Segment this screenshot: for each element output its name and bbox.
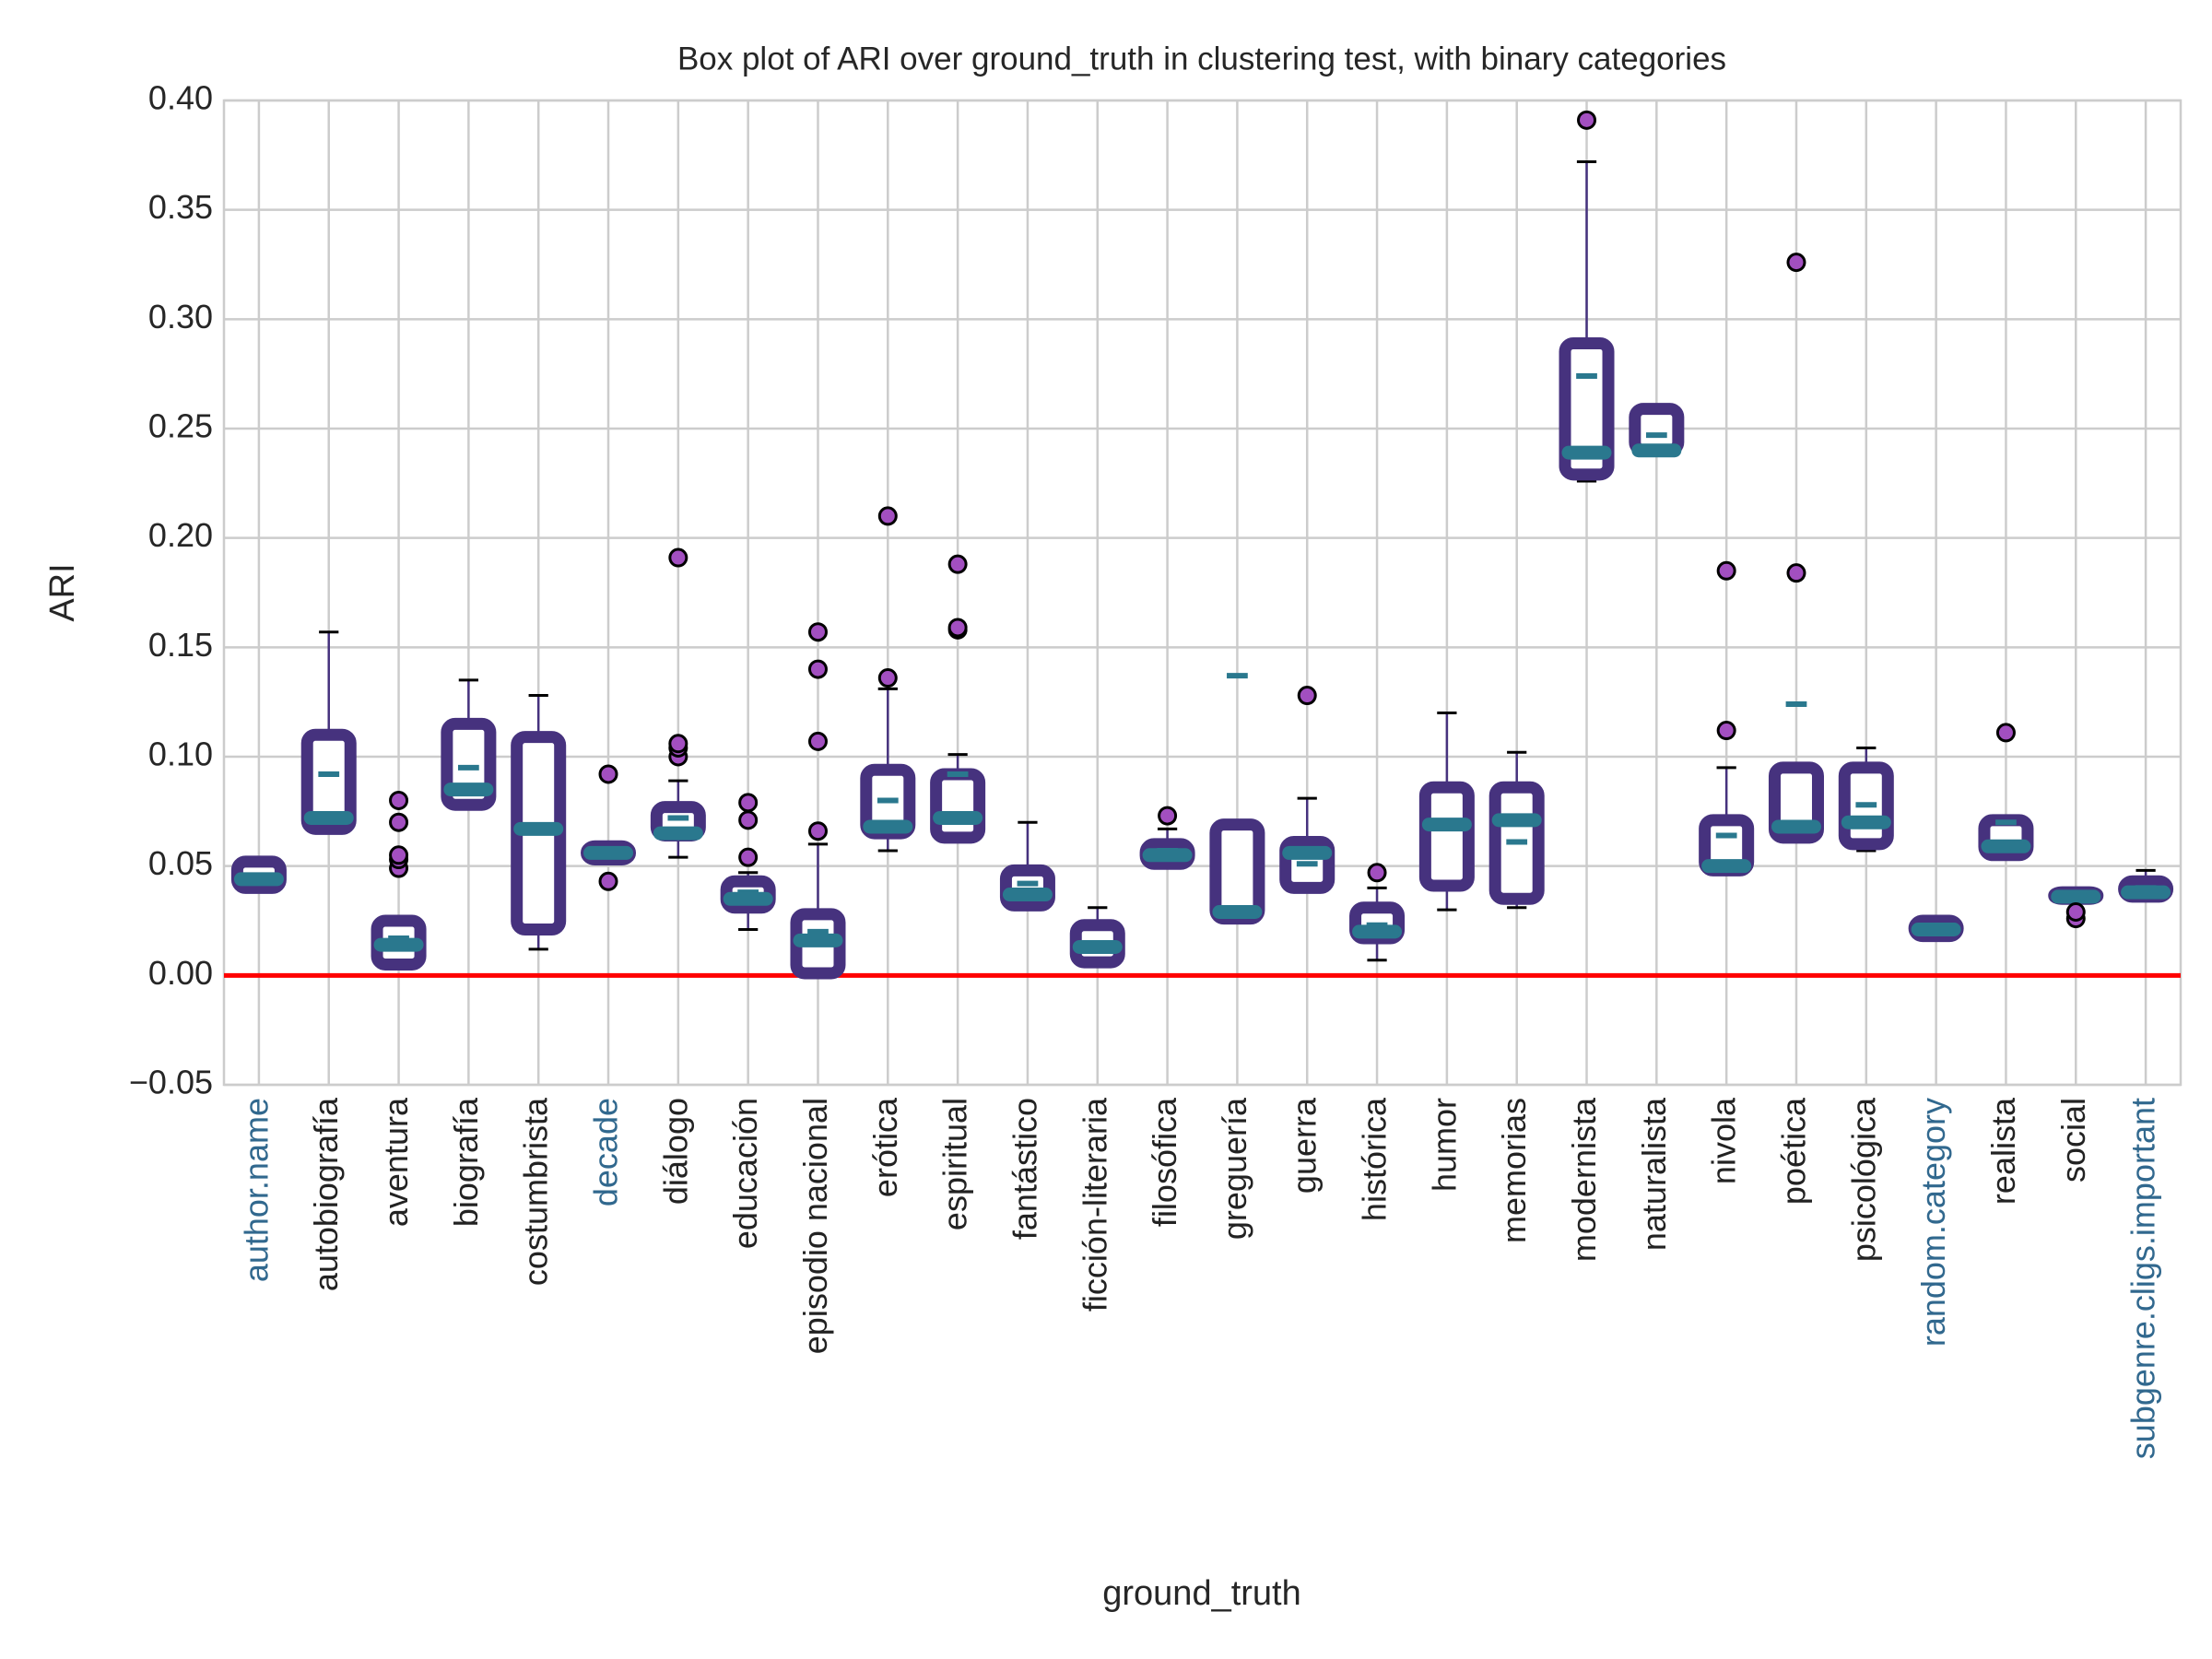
x-tick-label: diálogo: [656, 1098, 694, 1205]
flier: [389, 790, 409, 810]
x-tick-label: educación: [726, 1098, 764, 1249]
flier: [1158, 806, 1178, 826]
flier: [1786, 253, 1806, 273]
x-tick-label: aventura: [377, 1097, 415, 1227]
y-axis-label: ARI: [43, 563, 82, 621]
x-tick-label: filosófica: [1146, 1097, 1183, 1227]
y-tick-label: 0.15: [148, 626, 213, 664]
flier: [389, 845, 409, 865]
plot-frame: [222, 99, 2183, 1087]
flier: [807, 731, 828, 751]
flier: [1995, 723, 2016, 743]
x-tick-label: episodio nacional: [796, 1098, 834, 1354]
flier: [947, 618, 968, 638]
flier: [947, 554, 968, 574]
x-tick-label: memorias: [1495, 1098, 1533, 1243]
x-tick-label: costumbrista: [517, 1097, 555, 1286]
y-tick-label: 0.10: [148, 735, 213, 773]
flier: [807, 622, 828, 642]
box: [1418, 781, 1475, 892]
flier: [668, 547, 688, 568]
y-tick-label: 0.40: [148, 79, 213, 117]
y-tick-label: 0.00: [148, 954, 213, 992]
flier: [1716, 560, 1736, 581]
box: [1559, 336, 1615, 481]
flier: [389, 812, 409, 832]
x-tick-label: poética: [1774, 1097, 1812, 1205]
flier: [1577, 110, 1597, 130]
x-tick-label: guerra: [1286, 1097, 1324, 1194]
x-tick-label: random.category: [1914, 1098, 1952, 1347]
y-tick-label: −0.05: [129, 1064, 213, 1101]
flier: [1297, 686, 1317, 706]
x-tick-label: decade: [587, 1098, 625, 1206]
flier: [1716, 721, 1736, 741]
x-tick-label: humor: [1425, 1098, 1463, 1192]
x-tick-label: autobiografía: [307, 1097, 345, 1291]
flier: [877, 506, 898, 526]
chart-title: Box plot of ARI over ground_truth in clu…: [677, 41, 1726, 76]
x-axis-label: ground_truth: [1102, 1574, 1301, 1613]
flier: [738, 847, 759, 867]
box: [930, 768, 986, 844]
x-tick-label: histórica: [1356, 1097, 1394, 1221]
x-tick-label: fantástico: [1006, 1098, 1043, 1240]
y-tick-label: 0.35: [148, 188, 213, 226]
x-tick-label: author.name: [237, 1098, 275, 1282]
x-tick-label: ficción-literaria: [1076, 1097, 1113, 1312]
box: [300, 728, 357, 835]
x-tick-label: subgenre.cligs.important: [2124, 1098, 2162, 1459]
x-tick-label: nivola: [1705, 1097, 1743, 1184]
x-tick-label: psicológica: [1844, 1097, 1882, 1262]
flier: [1367, 863, 1387, 883]
flier: [668, 734, 688, 754]
x-tick-label: erótica: [866, 1097, 904, 1197]
flier: [598, 871, 618, 891]
x-tick-label: realista: [1984, 1097, 2022, 1205]
x-tick-label: espiritual: [936, 1098, 974, 1230]
flier: [738, 793, 759, 813]
flier: [807, 821, 828, 841]
flier: [1786, 563, 1806, 583]
flier: [598, 764, 618, 784]
y-tick-label: 0.25: [148, 407, 213, 445]
flier: [738, 810, 759, 830]
y-tick-label: 0.05: [148, 844, 213, 882]
flier: [2065, 902, 2086, 923]
x-tick-label: naturalista: [1635, 1097, 1673, 1251]
y-tick-label: 0.20: [148, 516, 213, 554]
flier: [877, 668, 898, 688]
x-tick-label: social: [2054, 1098, 2092, 1182]
x-tick-label: modernista: [1565, 1097, 1603, 1262]
x-tick-label: biografía: [447, 1097, 485, 1227]
y-tick-label: 0.30: [148, 298, 213, 335]
x-tick-label: greguería: [1216, 1097, 1253, 1240]
flier: [807, 659, 828, 679]
box: [1209, 818, 1265, 925]
